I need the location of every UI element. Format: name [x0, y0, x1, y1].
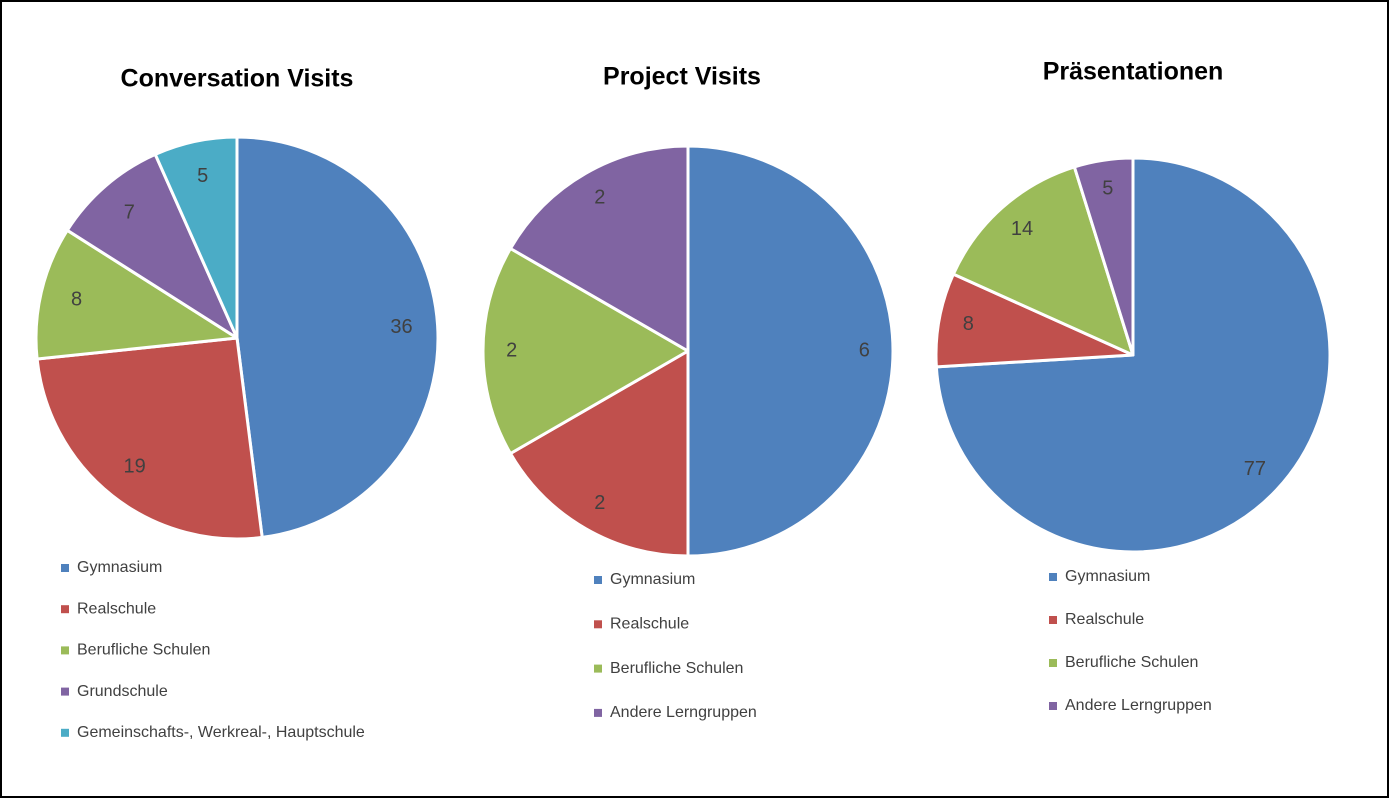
data-label: 2 — [594, 492, 605, 514]
legend-label: Grundschule — [77, 683, 168, 700]
pie-slice — [481, 247, 690, 455]
pie-slice — [235, 135, 440, 539]
legend-swatch — [61, 687, 69, 696]
data-label: 2 — [506, 339, 517, 361]
chart-title: Conversation Visits — [121, 65, 354, 93]
legend-label: Berufliche Schulen — [77, 642, 210, 659]
legend-swatch — [61, 564, 69, 572]
data-label: 19 — [123, 455, 145, 477]
legend-swatch — [594, 576, 602, 584]
chart-title: Präsentationen — [1043, 58, 1224, 86]
data-label: 8 — [71, 289, 82, 311]
legend-swatch — [1049, 616, 1057, 624]
legend-label: Realschule — [1065, 611, 1144, 628]
data-label: 14 — [1011, 218, 1033, 240]
data-label: 8 — [963, 313, 974, 335]
legend-label: Gymnasium — [1065, 568, 1150, 585]
legend-swatch — [1049, 573, 1057, 581]
pie-slice — [1072, 156, 1135, 357]
data-label: 5 — [1102, 178, 1113, 200]
legend-swatch — [61, 605, 69, 614]
pie-slice — [508, 349, 690, 558]
data-label: 2 — [594, 187, 605, 209]
pie-slice — [65, 152, 239, 340]
legend-swatch — [61, 728, 69, 737]
legend-swatch — [594, 664, 602, 673]
legend-swatch — [1049, 702, 1057, 710]
legend-swatch — [61, 646, 69, 655]
pie-slice — [686, 144, 895, 558]
legend-label: Realschule — [610, 616, 689, 633]
legend-label: Andere Lerngruppen — [1065, 697, 1212, 714]
legend-label: Berufliche Schulen — [1065, 654, 1198, 671]
data-label: 7 — [124, 202, 135, 224]
pie-slice — [34, 228, 239, 361]
legend-swatch — [594, 620, 602, 629]
data-label: 5 — [197, 165, 208, 187]
legend-label: Gemeinschafts-, Werkreal-, Hauptschule — [77, 724, 365, 741]
pie-slice — [35, 336, 264, 541]
legend-label: Gymnasium — [610, 571, 695, 588]
legend-label: Berufliche Schulen — [610, 660, 743, 677]
pie-slice — [508, 144, 690, 353]
pie-slice — [934, 272, 1135, 369]
data-label: 77 — [1244, 458, 1266, 480]
legend-swatch — [1049, 659, 1057, 667]
chart-title: Project Visits — [603, 63, 761, 91]
legend-label: Realschule — [77, 600, 156, 617]
legend-swatch — [594, 708, 602, 717]
data-label: 6 — [859, 339, 870, 361]
legend-label: Andere Lerngruppen — [610, 704, 757, 721]
pie-slice — [153, 135, 239, 340]
data-label: 36 — [390, 316, 412, 338]
legend-label: Gymnasium — [77, 559, 162, 576]
